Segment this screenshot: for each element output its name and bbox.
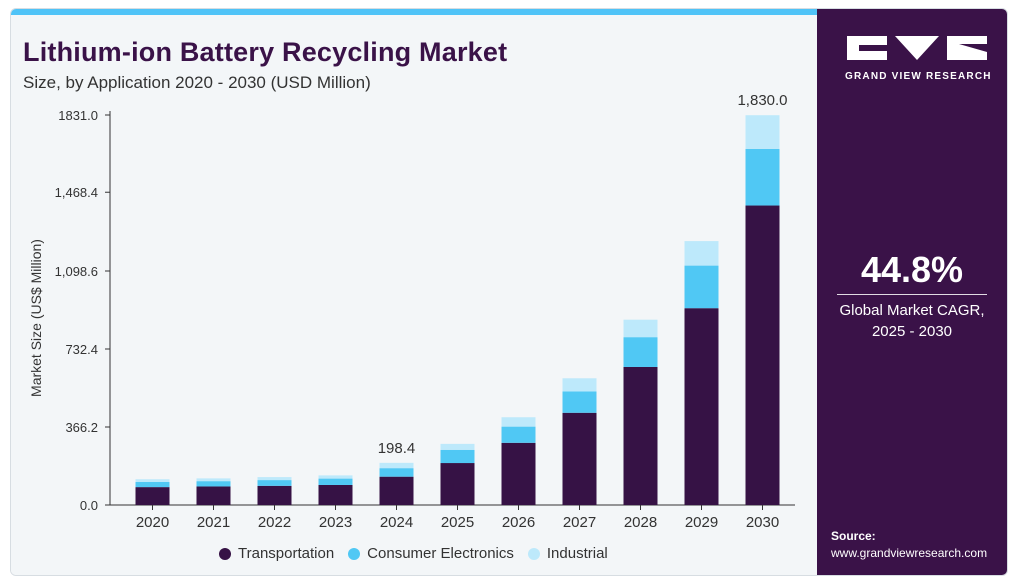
- data-label-2024: 198.4: [378, 440, 416, 457]
- x-tick-label-2029: 2029: [685, 514, 718, 531]
- bar-industrial-2026: [501, 417, 536, 427]
- bar-consumer-electronics-2020: [135, 481, 170, 488]
- x-tick-label-2021: 2021: [197, 514, 230, 531]
- bar-transportation-2027: [562, 412, 597, 505]
- y-tick-label: 366.2: [65, 420, 98, 435]
- infographic-card: Lithium-ion Battery Recycling Market Siz…: [10, 8, 1008, 576]
- bar-industrial-2025: [440, 443, 475, 450]
- y-tick-label: 1,098.6: [55, 264, 98, 279]
- data-label-2030: 1,830.0: [737, 92, 787, 109]
- bar-transportation-2020: [135, 487, 170, 505]
- x-tick-label-2020: 2020: [136, 514, 169, 531]
- legend-label-industrial: Industrial: [546, 545, 608, 562]
- cagr-label: Global Market CAGR, 2025 - 2030: [817, 300, 1007, 342]
- x-tick-label-2023: 2023: [319, 514, 352, 531]
- x-tick-label-2022: 2022: [258, 514, 291, 531]
- sidebar-panel: GRAND VIEW RESEARCH 44.8% Global Market …: [817, 9, 1007, 575]
- legend-item-industrial: Industrial: [527, 545, 608, 562]
- bar-transportation-2028: [623, 366, 658, 505]
- x-tick-label-2030: 2030: [746, 514, 779, 531]
- bar-consumer-electronics-2028: [623, 337, 658, 367]
- bar-consumer-electronics-2021: [196, 481, 231, 487]
- bar-industrial-2030: [745, 115, 780, 149]
- legend-label-transportation: Transportation: [238, 545, 335, 562]
- bar-industrial-2024: [379, 462, 414, 469]
- bar-transportation-2022: [257, 485, 292, 505]
- bar-consumer-electronics-2027: [562, 391, 597, 413]
- bar-transportation-2024: [379, 476, 414, 505]
- legend-swatch-industrial: [527, 547, 540, 560]
- legend-swatch-consumer-electronics: [348, 547, 361, 560]
- brand-name: GRAND VIEW RESEARCH: [845, 71, 992, 82]
- x-tick-label-2027: 2027: [563, 514, 596, 531]
- bar-consumer-electronics-2029: [684, 265, 719, 309]
- top-accent-bar: [11, 9, 817, 15]
- bar-consumer-electronics-2026: [501, 426, 536, 443]
- bar-transportation-2026: [501, 442, 536, 505]
- legend-swatch-transportation: [219, 547, 231, 560]
- y-tick-label: 1,468.4: [55, 185, 98, 200]
- cagr-label-line1: Global Market CAGR,: [839, 302, 985, 319]
- bar-consumer-electronics-2025: [440, 449, 475, 464]
- x-tick-label-2026: 2026: [502, 514, 535, 531]
- chart-panel: Lithium-ion Battery Recycling Market Siz…: [11, 15, 817, 575]
- chart-title: Lithium-ion Battery Recycling Market: [23, 37, 508, 67]
- bar-industrial-2027: [562, 378, 597, 392]
- bar-consumer-electronics-2030: [745, 148, 780, 206]
- bar-transportation-2025: [440, 463, 475, 505]
- bar-industrial-2029: [684, 241, 719, 266]
- cagr-label-line2: 2025 - 2030: [871, 323, 953, 340]
- y-tick-label: 0.0: [80, 498, 98, 513]
- legend-item-transportation: Transportation: [219, 545, 334, 562]
- gvr-logo-icon: [847, 36, 987, 60]
- cagr-value: 44.8%: [860, 249, 964, 290]
- x-tick-label-2024: 2024: [380, 514, 413, 531]
- source-link[interactable]: www.grandviewresearch.com: [831, 546, 988, 560]
- bar-transportation-2021: [196, 486, 231, 505]
- bar-industrial-2021: [196, 478, 231, 482]
- y-tick-label: 1831.0: [58, 108, 98, 123]
- chart-legend: Transportation Consumer Electronics Indu…: [219, 545, 622, 562]
- chart-subtitle: Size, by Application 2020 - 2030 (USD Mi…: [23, 73, 371, 92]
- bar-chart: 0.0 366.2 732.4 1,098.6 1,468.4 1831.0 2020 202…: [55, 92, 795, 531]
- bar-transportation-2023: [318, 484, 353, 505]
- bar-industrial-2023: [318, 475, 353, 479]
- x-tick-label-2028: 2028: [624, 514, 657, 531]
- bar-industrial-2020: [135, 479, 170, 482]
- cagr-divider: [837, 294, 987, 295]
- x-tick-label-2025: 2025: [441, 514, 474, 531]
- bar-industrial-2022: [257, 477, 292, 481]
- bar-industrial-2028: [623, 319, 658, 338]
- source-label: Source:: [831, 529, 876, 543]
- bar-transportation-2030: [745, 205, 780, 506]
- bar-transportation-2029: [684, 308, 719, 505]
- bar-consumer-electronics-2022: [257, 480, 292, 486]
- legend-label-consumer-electronics: Consumer Electronics: [367, 545, 514, 562]
- bar-consumer-electronics-2024: [379, 468, 414, 477]
- y-tick-label: 732.4: [65, 342, 98, 357]
- bar-consumer-electronics-2023: [318, 478, 353, 485]
- legend-item-consumer-electronics: Consumer Electronics: [348, 545, 514, 562]
